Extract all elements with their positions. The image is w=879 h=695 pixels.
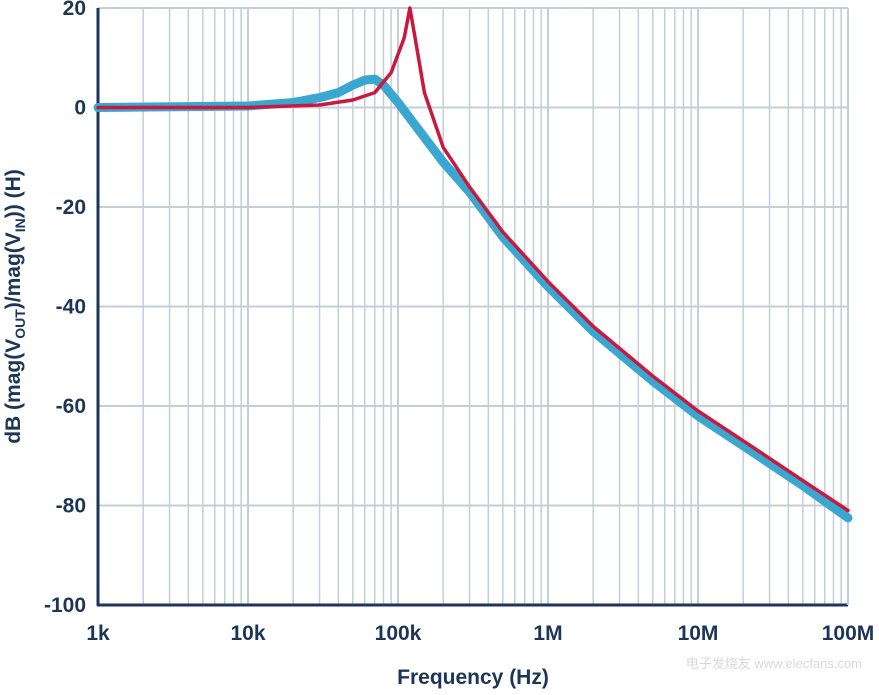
x-tick-label: 10k bbox=[230, 622, 265, 645]
x-tick-label: 10M bbox=[678, 622, 719, 645]
line-series bbox=[93, 74, 853, 523]
y-tick-label: -60 bbox=[56, 395, 86, 418]
y-tick-label: 0 bbox=[74, 97, 86, 120]
y-tick-label: -100 bbox=[44, 594, 86, 617]
x-tick-label: 100M bbox=[822, 622, 875, 645]
y-tick-label: -80 bbox=[56, 495, 86, 518]
y-tick-label: -20 bbox=[56, 196, 86, 219]
y-axis-title-subscript: IN bbox=[12, 218, 28, 232]
x-tick-label: 1M bbox=[533, 622, 562, 645]
line-series bbox=[96, 6, 850, 513]
x-tick-label: 1k bbox=[86, 622, 110, 645]
y-axis-title-subscript: OUT bbox=[12, 309, 28, 339]
y-axis-title: dB (mag(VOUT)/mag(VIN)) (H) bbox=[2, 169, 28, 444]
y-tick-label: -40 bbox=[56, 296, 86, 319]
y-axis-title-part: )/mag(V bbox=[2, 232, 25, 309]
x-axis-title: Frequency (Hz) bbox=[397, 666, 549, 689]
x-tick-label: 100k bbox=[375, 622, 422, 645]
y-axis-title-part: dB (mag(V bbox=[2, 339, 25, 444]
y-tick-label: 20 bbox=[63, 0, 86, 20]
y-axis-title-part: )) (H) bbox=[2, 169, 25, 218]
watermark: 电子发烧友 www.elecfans.com bbox=[686, 656, 862, 671]
